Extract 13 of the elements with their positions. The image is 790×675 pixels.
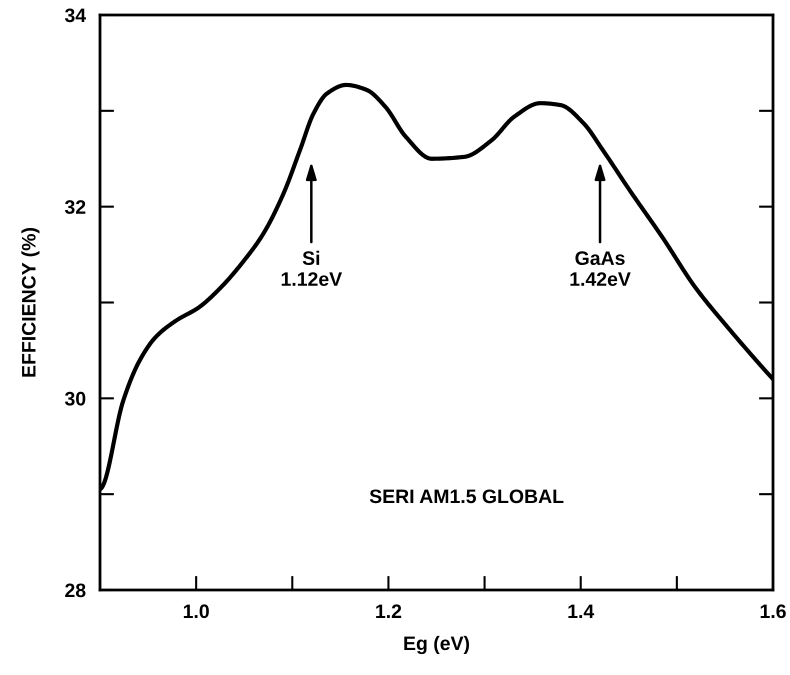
y-tick-label: 28	[65, 583, 86, 598]
x-tick-label: 1.0	[184, 604, 209, 618]
annotation: Si 1.12eV	[282, 250, 342, 286]
y-tick-label: 34	[64, 8, 86, 22]
x-tick-label: 1.4	[568, 604, 594, 618]
y-tick-label: 32	[64, 200, 86, 214]
y-axis-title: EFFICIENCY (%)	[21, 228, 40, 377]
annotation: GaAs 1.42eV	[570, 251, 631, 286]
y-tick-label: 30	[64, 392, 86, 406]
x-tick-label: 1.6	[760, 604, 786, 618]
x-axis-title: Eg (eV)	[404, 636, 470, 654]
x-tick-label: 1.2	[376, 604, 402, 618]
annotation: SERI AM1.5 GLOBAL	[370, 489, 564, 504]
